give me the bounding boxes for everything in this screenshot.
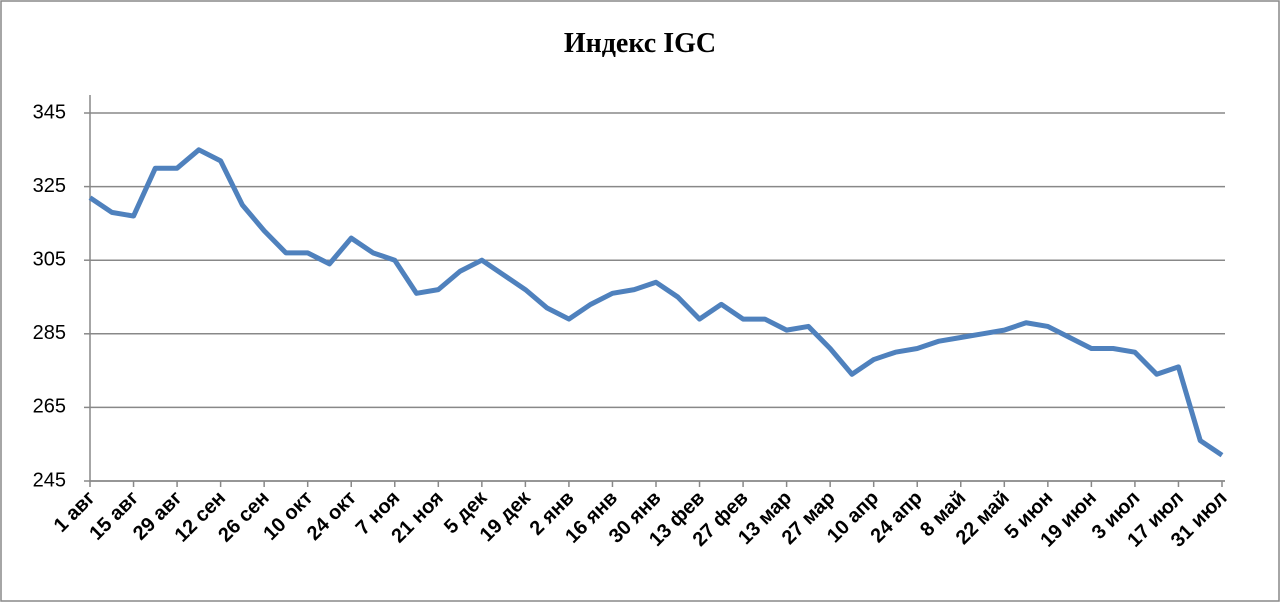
y-tick-label: 325	[33, 175, 66, 197]
y-tick-label: 245	[33, 469, 66, 491]
y-tick-label: 305	[33, 248, 66, 270]
y-tick-label: 265	[33, 396, 66, 418]
line-series	[88, 147, 1224, 458]
y-tick-label: 345	[33, 101, 66, 123]
y-tick-label: 285	[33, 322, 66, 344]
chart-title: Индекс IGC	[564, 28, 716, 59]
